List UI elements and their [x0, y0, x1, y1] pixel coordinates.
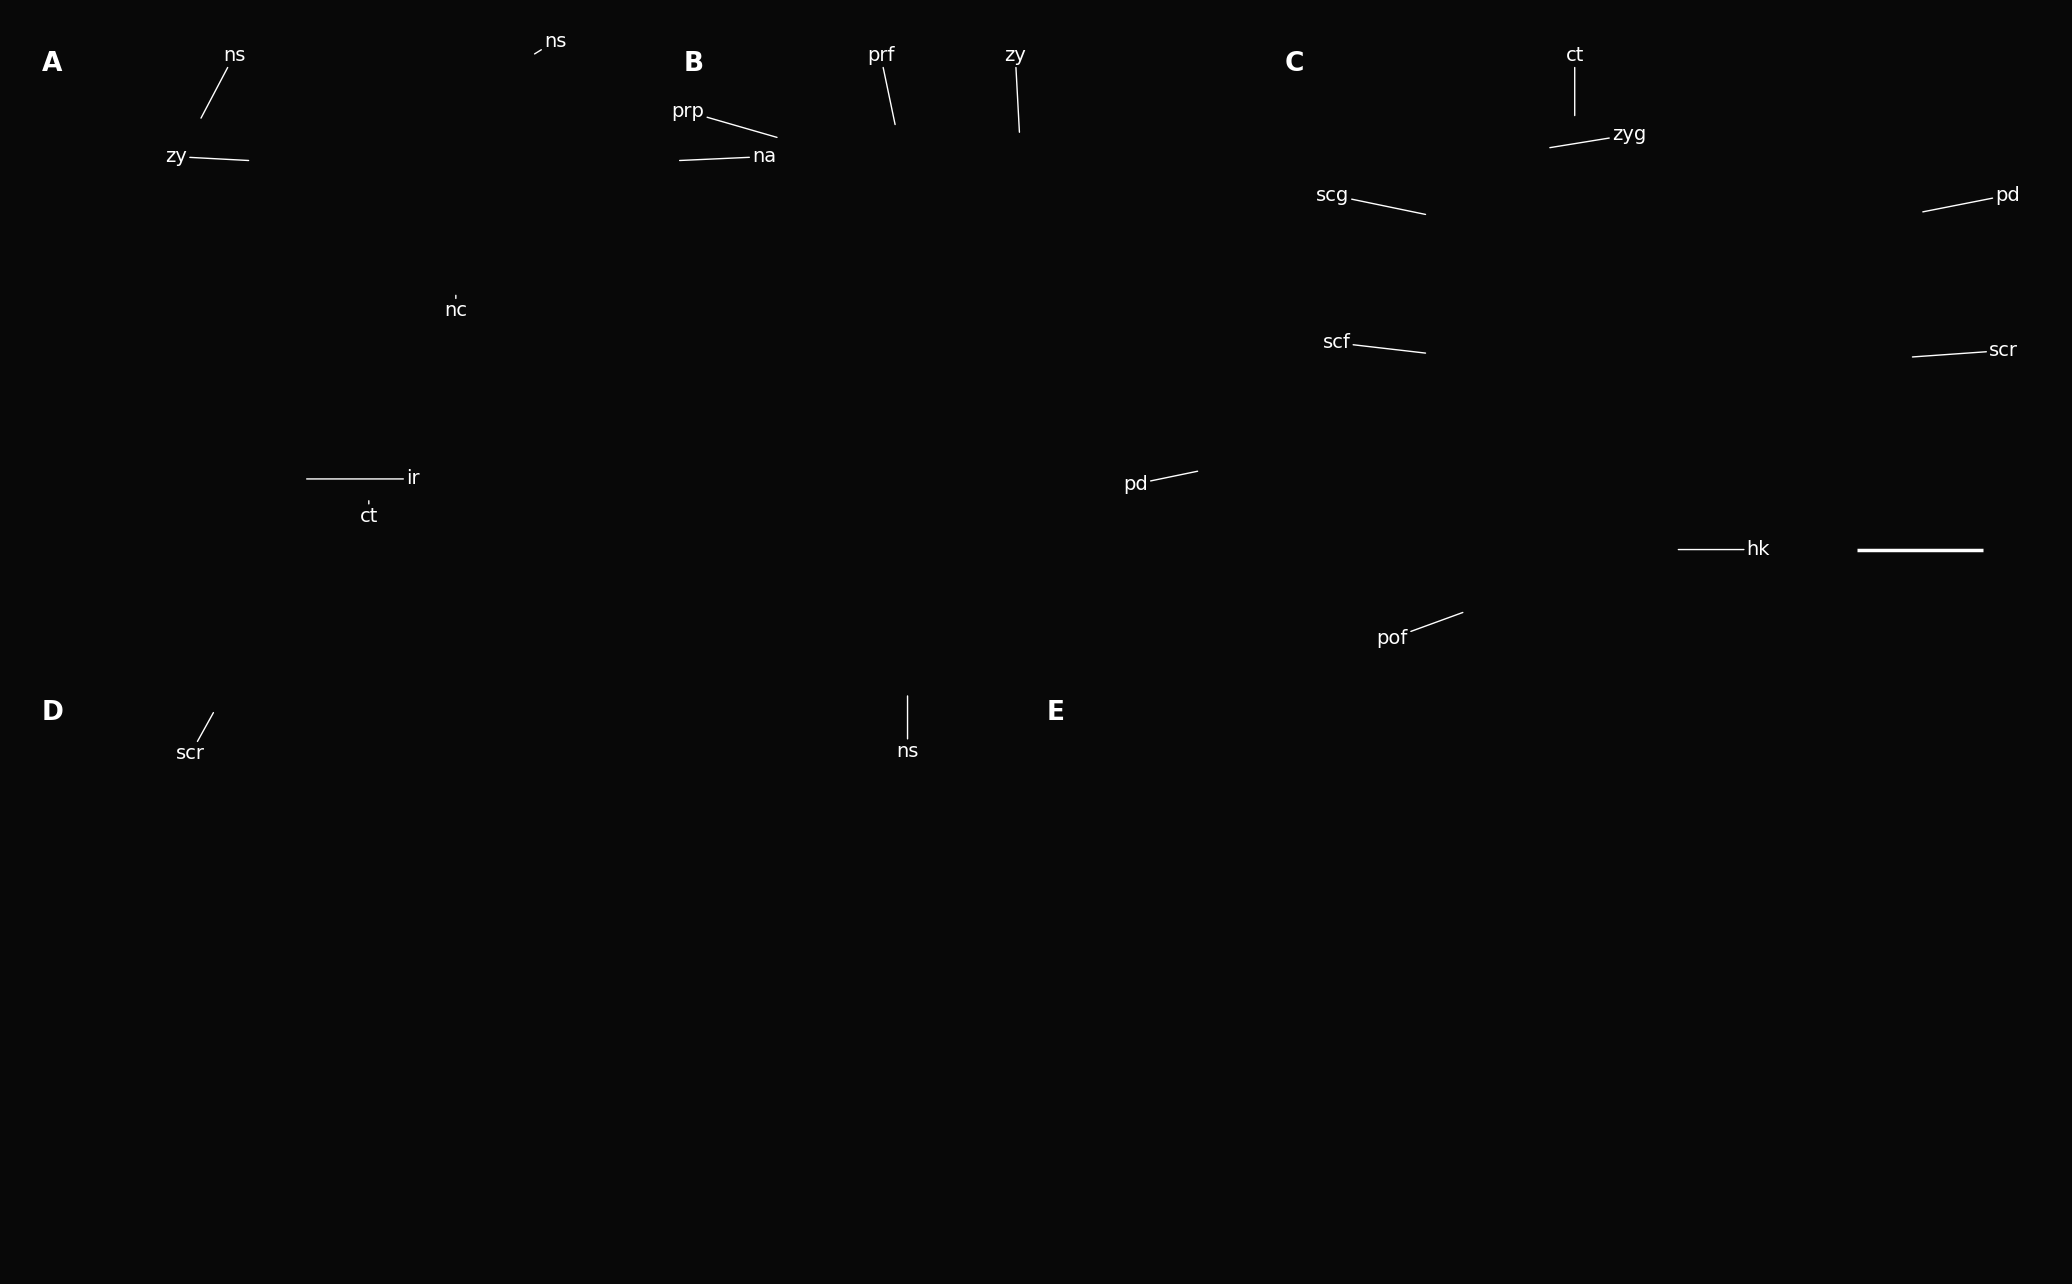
- Text: hk: hk: [1678, 541, 1769, 559]
- Text: ct: ct: [361, 501, 377, 525]
- Text: pd: pd: [1923, 186, 2020, 212]
- Text: scr: scr: [176, 713, 213, 763]
- Text: na: na: [680, 148, 777, 166]
- Text: zy: zy: [1005, 46, 1026, 132]
- Text: prp: prp: [671, 103, 777, 137]
- Text: scr: scr: [1912, 342, 2018, 360]
- Text: ns: ns: [201, 46, 244, 118]
- Text: ns: ns: [897, 696, 918, 760]
- Text: ir: ir: [307, 470, 421, 488]
- Text: nc: nc: [443, 295, 468, 320]
- Text: E: E: [1046, 700, 1065, 725]
- Text: ns: ns: [535, 32, 566, 54]
- Text: D: D: [41, 700, 64, 725]
- Text: B: B: [684, 51, 704, 77]
- Text: pof: pof: [1376, 612, 1463, 647]
- Text: zyg: zyg: [1550, 126, 1647, 148]
- Text: scf: scf: [1322, 334, 1426, 353]
- Text: C: C: [1285, 51, 1303, 77]
- Text: pd: pd: [1123, 471, 1198, 493]
- Text: zy: zy: [166, 148, 249, 166]
- Text: ct: ct: [1566, 46, 1583, 116]
- Text: prf: prf: [866, 46, 895, 125]
- Text: scg: scg: [1316, 186, 1426, 214]
- Text: A: A: [41, 51, 62, 77]
